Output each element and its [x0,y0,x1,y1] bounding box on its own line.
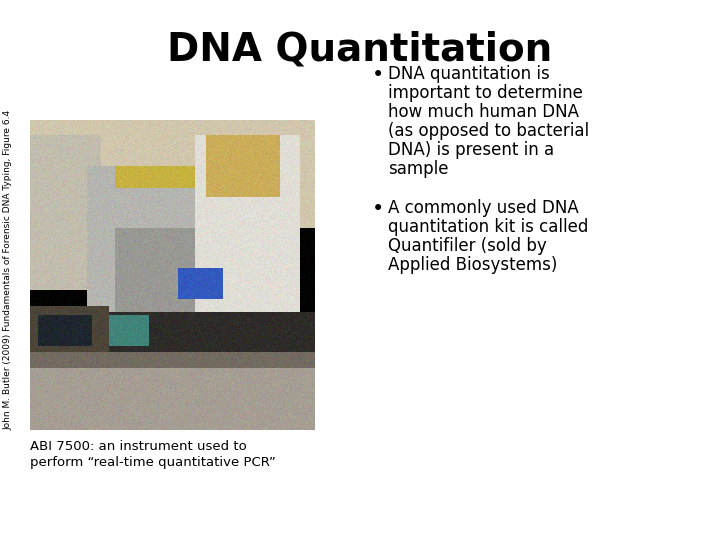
Text: •: • [372,199,384,219]
Text: DNA Quantitation: DNA Quantitation [167,30,553,68]
Text: (as opposed to bacterial: (as opposed to bacterial [388,122,589,140]
Text: perform “real-time quantitative PCR”: perform “real-time quantitative PCR” [30,456,276,469]
Text: important to determine: important to determine [388,84,583,102]
Text: Quantifiler (sold by: Quantifiler (sold by [388,237,546,255]
Text: how much human DNA: how much human DNA [388,103,579,121]
Text: quantitation kit is called: quantitation kit is called [388,218,588,236]
Text: •: • [372,65,384,85]
Text: sample: sample [388,160,449,178]
Text: Applied Biosystems): Applied Biosystems) [388,256,557,274]
Text: DNA quantitation is: DNA quantitation is [388,65,550,83]
Text: DNA) is present in a: DNA) is present in a [388,141,554,159]
Text: A commonly used DNA: A commonly used DNA [388,199,579,217]
Text: ABI 7500: an instrument used to: ABI 7500: an instrument used to [30,440,247,453]
Text: John M. Butler (2009) Fundamentals of Forensic DNA Typing, Figure 6.4: John M. Butler (2009) Fundamentals of Fo… [4,110,12,430]
